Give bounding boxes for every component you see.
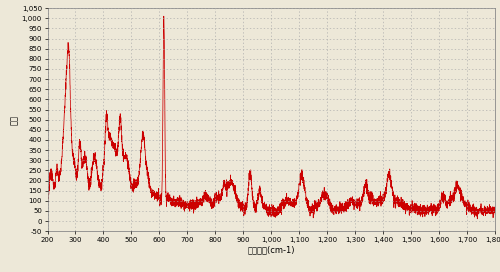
X-axis label: 拉曼選標(cm-1): 拉曼選標(cm-1) — [248, 246, 295, 255]
Y-axis label: 計數: 計數 — [10, 115, 19, 125]
